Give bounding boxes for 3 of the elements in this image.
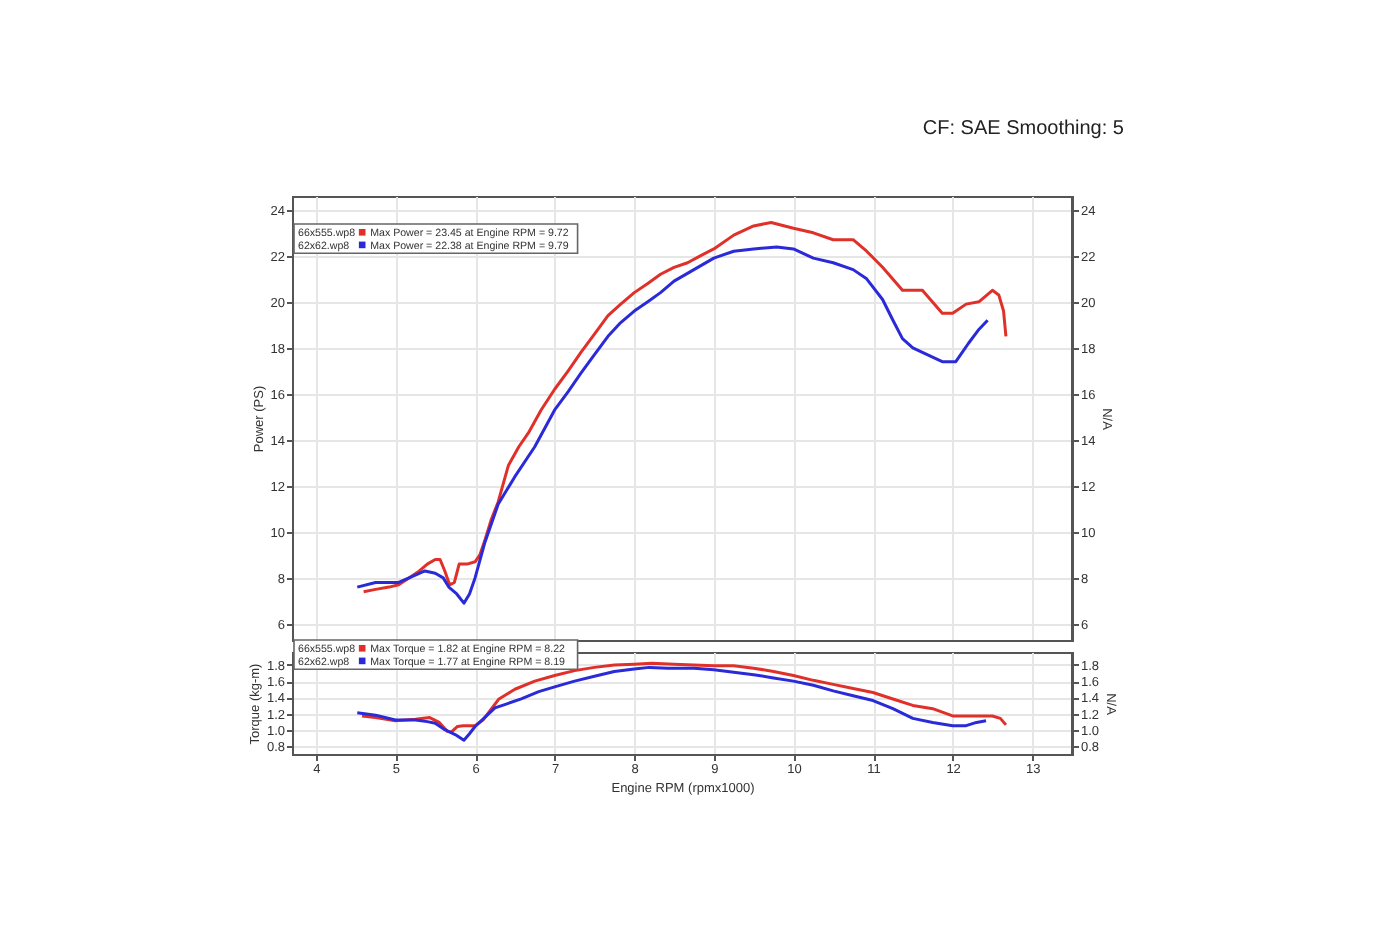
chart-subtitle: CF: SAE Smoothing: 5 [922, 118, 1125, 140]
line-series [360, 661, 1008, 734]
line-series [355, 665, 988, 742]
